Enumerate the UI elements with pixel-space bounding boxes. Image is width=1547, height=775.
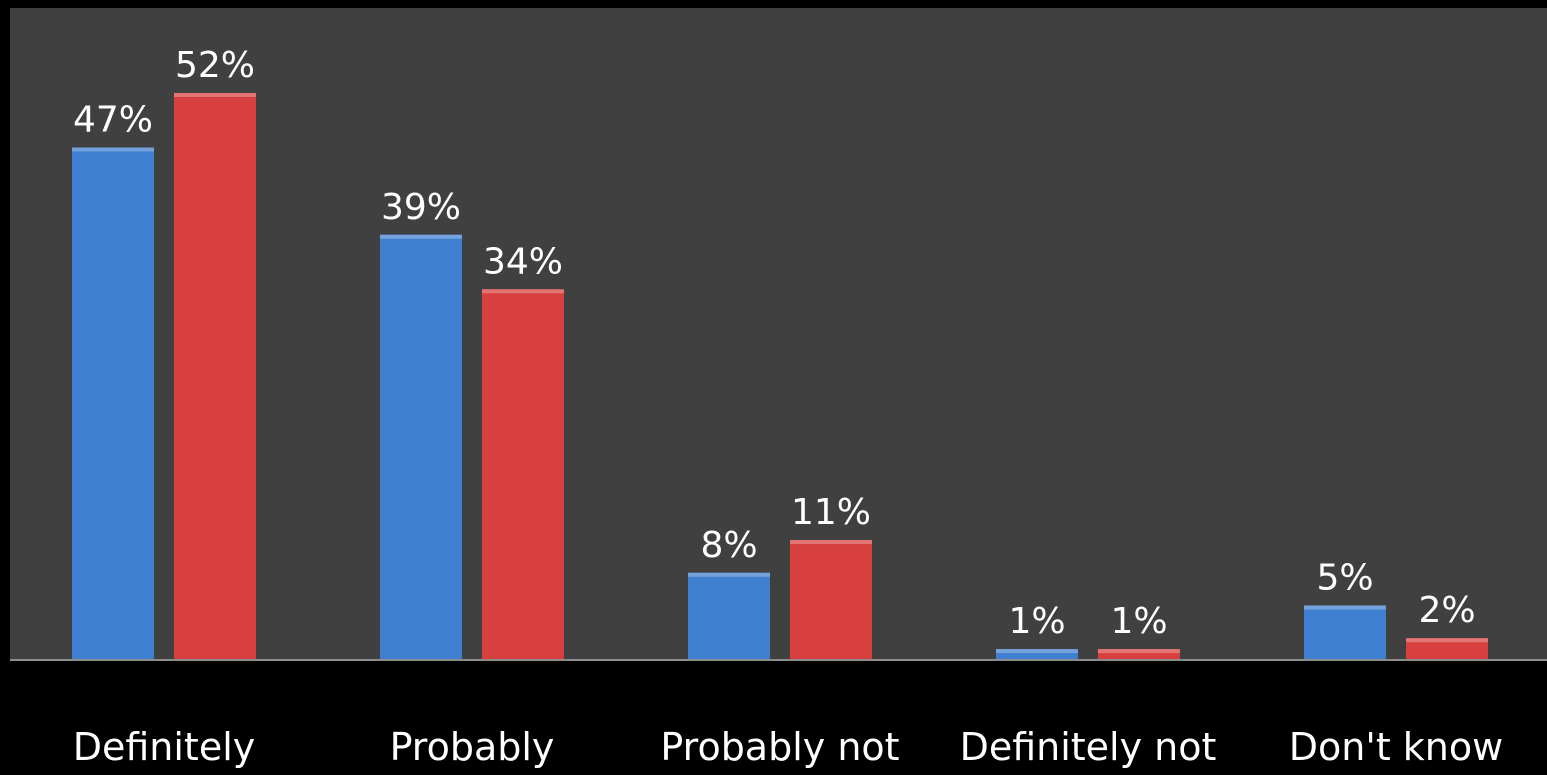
bar-face-series-2-0 — [174, 93, 256, 660]
category-label-1: Probably — [390, 725, 555, 769]
bar-face-series-1-2 — [688, 572, 770, 660]
bar-face-series-1-3 — [996, 649, 1078, 660]
bar-face-series-2-1 — [482, 289, 564, 660]
category-labels-layer: Definitely Probably Probably not Definitely… — [73, 725, 1503, 769]
bar-cap-series-1-4 — [1304, 605, 1386, 610]
data-label-series-1-2: 8% — [700, 525, 757, 566]
bar-cap-series-1-3 — [996, 649, 1078, 654]
data-label-series-1-3: 1% — [1008, 601, 1065, 642]
bar-cap-series-1-1 — [380, 234, 462, 239]
category-label-3: Definitely not — [960, 725, 1217, 769]
bar-face-series-1-1 — [380, 234, 462, 660]
bar-cap-series-2-0 — [174, 93, 256, 97]
bar-face-series-2-2 — [790, 540, 872, 660]
data-label-series-2-3: 1% — [1110, 601, 1167, 642]
data-label-series-2-1: 34% — [483, 241, 563, 282]
category-label-4: Don't know — [1289, 725, 1503, 769]
data-label-series-1-1: 39% — [381, 187, 461, 228]
data-label-series-2-4: 2% — [1418, 590, 1475, 631]
bar-face-series-2-3 — [1098, 649, 1180, 660]
category-label-2: Probably not — [660, 725, 899, 769]
bar-face-series-1-4 — [1304, 605, 1386, 660]
plot-area — [10, 8, 1547, 660]
bars-layer — [72, 93, 1488, 660]
bar-cap-series-1-2 — [688, 572, 770, 577]
data-label-series-2-2: 11% — [791, 492, 871, 533]
bar-cap-series-1-0 — [72, 147, 154, 152]
data-labels-layer: 47% 52% 39% 34% 8% 11% 1% 1% 5% 2% — [73, 45, 1476, 642]
bar-face-series-1-0 — [72, 147, 154, 660]
category-label-0: Definitely — [73, 725, 256, 769]
bar-face-series-2-4 — [1406, 638, 1488, 660]
bar-cap-series-2-4 — [1406, 638, 1488, 643]
data-label-series-2-0: 52% — [175, 45, 255, 86]
bar-cap-series-2-3 — [1098, 649, 1180, 654]
bar-cap-series-2-1 — [482, 289, 564, 294]
data-label-series-1-4: 5% — [1316, 557, 1373, 598]
data-label-series-1-0: 47% — [73, 100, 153, 141]
bar-cap-series-2-2 — [790, 540, 872, 545]
